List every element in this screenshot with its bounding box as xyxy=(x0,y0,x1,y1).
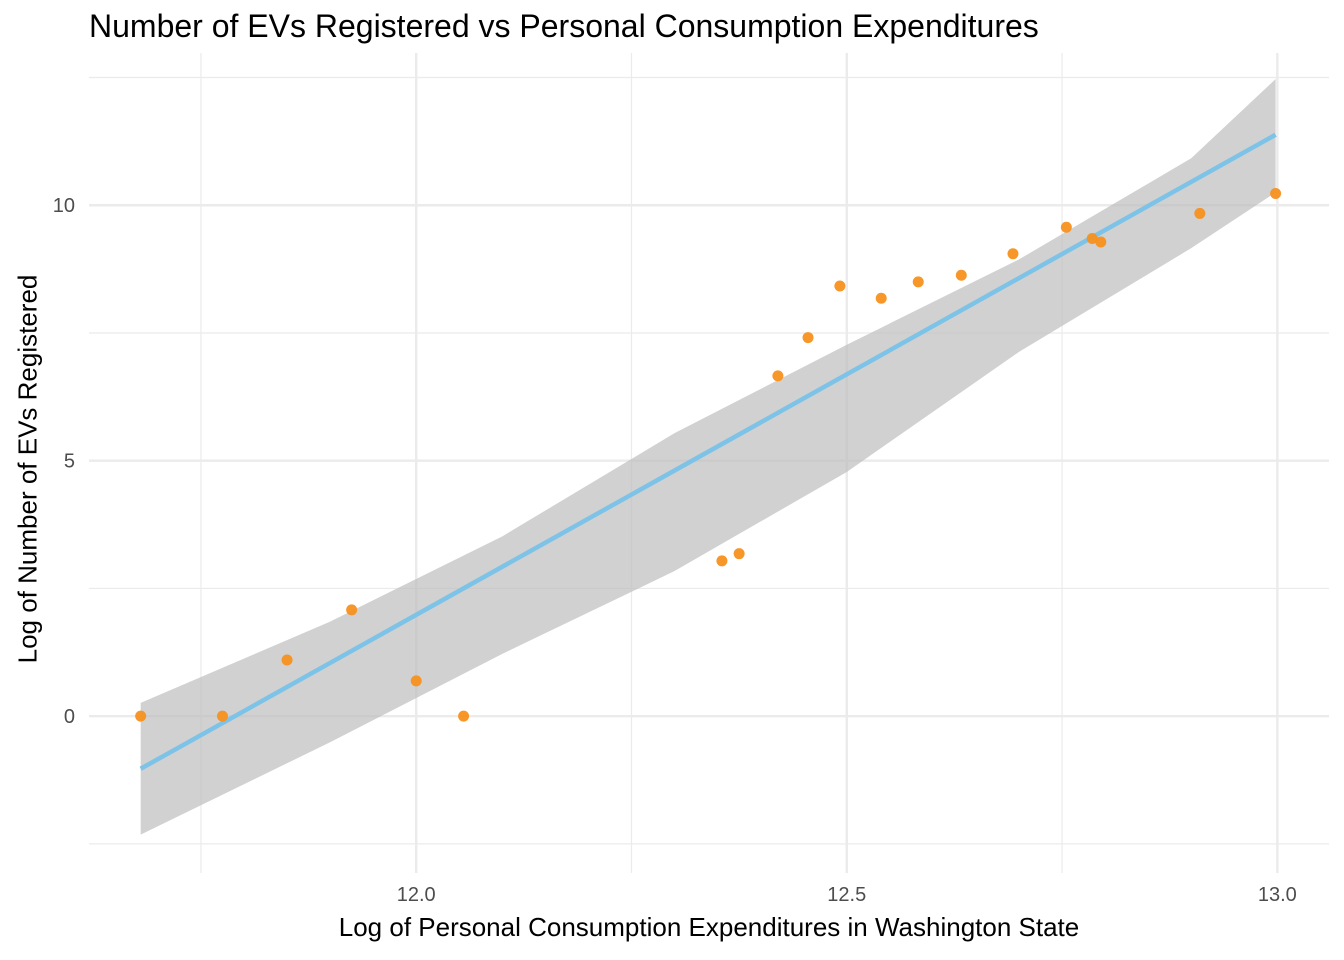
data-point xyxy=(1270,187,1282,199)
data-point xyxy=(912,276,924,288)
data-point xyxy=(281,654,293,666)
x-axis-tick-labels: 12.0 12.5 13.0 xyxy=(397,884,1297,906)
data-point xyxy=(1086,232,1098,244)
data-point xyxy=(772,370,784,382)
y-axis-label: Log of Number of EVs Registered xyxy=(12,274,43,664)
confidence-band xyxy=(140,79,1276,835)
data-point xyxy=(1095,236,1107,248)
data-point xyxy=(458,710,470,722)
data-point xyxy=(216,710,228,722)
confidence-band-layer xyxy=(140,79,1276,835)
x-tick-label: 13.0 xyxy=(1258,884,1297,906)
data-point xyxy=(955,269,967,281)
chart-title: Number of EVs Registered vs Personal Con… xyxy=(89,8,1039,44)
data-point xyxy=(834,280,846,292)
y-tick-label: 0 xyxy=(64,706,75,728)
x-axis-label: Log of Personal Consumption Expenditures… xyxy=(338,912,1080,942)
data-point xyxy=(1060,221,1072,233)
y-axis-tick-labels: 0 5 10 xyxy=(53,195,75,728)
y-tick-label: 5 xyxy=(64,451,75,473)
y-tick-label: 10 xyxy=(53,195,75,217)
data-point xyxy=(346,604,358,616)
data-point xyxy=(802,332,814,344)
regression-line xyxy=(139,132,1277,771)
data-point xyxy=(716,555,728,567)
data-points xyxy=(135,187,1282,722)
x-tick-label: 12.0 xyxy=(397,884,436,906)
x-tick-label: 12.5 xyxy=(827,884,866,906)
data-point xyxy=(733,548,745,560)
data-point xyxy=(1007,248,1019,260)
data-point xyxy=(1194,207,1206,219)
data-point xyxy=(875,292,887,304)
data-point xyxy=(135,710,147,722)
data-point xyxy=(410,675,422,687)
fit-line-layer xyxy=(139,132,1277,771)
